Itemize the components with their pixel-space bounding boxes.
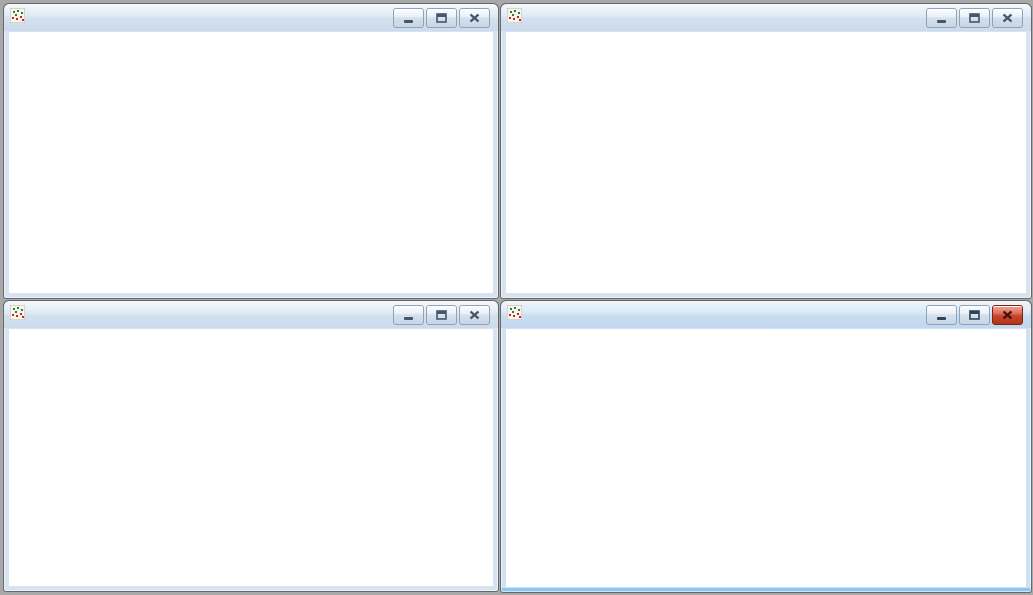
individual-gains-scatter-chart: [9, 58, 491, 290]
titlebar[interactable]: [4, 4, 498, 31]
trade-plots-app-icon: [506, 7, 523, 28]
close-button[interactable]: [459, 304, 490, 325]
close-icon: [469, 310, 480, 319]
monte-carlo-profit-chart: [506, 58, 1024, 290]
plot-panel: [506, 329, 1026, 587]
plot-panel: [9, 329, 493, 586]
chart-title: [9, 32, 493, 58]
chart-title: [506, 329, 1026, 355]
minimize-icon: [937, 19, 946, 23]
restore-icon: [436, 12, 447, 23]
chart-title: [506, 32, 1026, 58]
close-icon: [469, 13, 480, 22]
close-icon: [1002, 13, 1013, 22]
titlebar[interactable]: [4, 301, 498, 328]
trade-plots-app-icon: [9, 304, 26, 325]
trade-plots-app-icon: [9, 7, 26, 28]
window-individual-gains: [3, 3, 499, 299]
minimize-button[interactable]: [926, 304, 957, 325]
minimize-button[interactable]: [926, 7, 957, 28]
window-gains-distribution: [3, 300, 499, 592]
close-button[interactable]: [459, 7, 490, 28]
restore-button[interactable]: [959, 304, 990, 325]
restore-button[interactable]: [426, 304, 457, 325]
gains-distribution-chart: [9, 355, 491, 584]
window-monte-carlo-drawdown: [500, 300, 1032, 593]
minimize-button[interactable]: [393, 304, 424, 325]
minimize-icon: [404, 316, 413, 320]
titlebar[interactable]: [501, 301, 1031, 328]
monte-carlo-drawdown-chart: [506, 355, 1024, 585]
plot-panel: [506, 32, 1026, 293]
close-icon: [1002, 310, 1013, 319]
titlebar[interactable]: [501, 4, 1031, 31]
minimize-button[interactable]: [393, 7, 424, 28]
minimize-icon: [404, 19, 413, 23]
restore-button[interactable]: [959, 7, 990, 28]
window-monte-carlo-profit: [500, 3, 1032, 299]
close-button[interactable]: [992, 304, 1023, 325]
restore-icon: [436, 309, 447, 320]
restore-icon: [969, 12, 980, 23]
minimize-icon: [937, 316, 946, 320]
trade-plots-app-icon: [506, 304, 523, 325]
restore-button[interactable]: [426, 7, 457, 28]
plot-panel: [9, 32, 493, 293]
restore-icon: [969, 309, 980, 320]
chart-title: [9, 329, 493, 355]
close-button[interactable]: [992, 7, 1023, 28]
